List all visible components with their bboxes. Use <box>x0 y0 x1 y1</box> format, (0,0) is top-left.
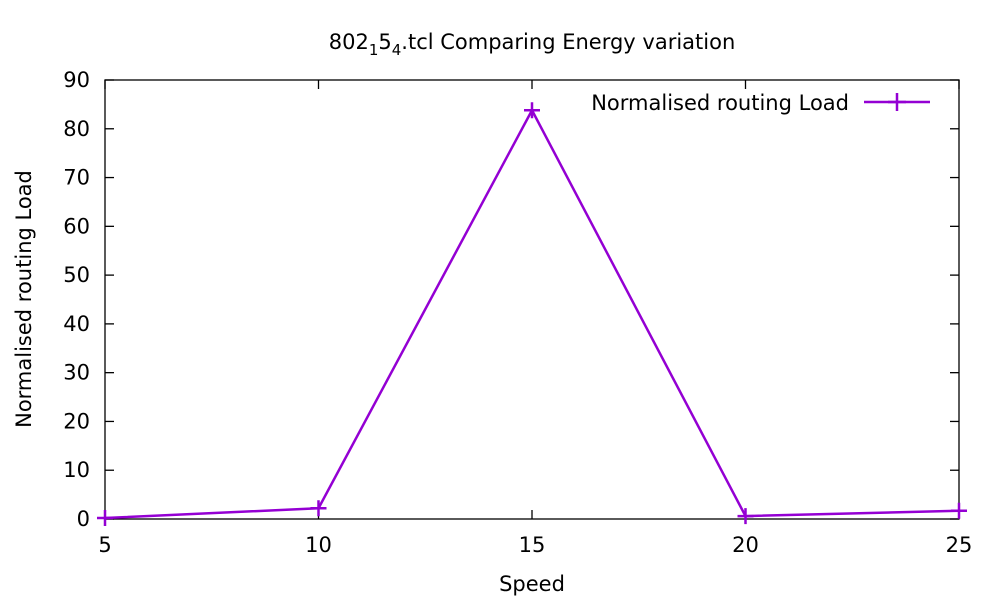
data-point-0-4 <box>951 502 967 519</box>
x-axis: 5 10 15 20 25 <box>98 80 972 557</box>
title-subscript-1: 1 <box>369 41 379 59</box>
y-tick-label-90: 90 <box>63 68 90 92</box>
x-tick-label-10: 10 <box>305 533 332 557</box>
y-tick-label-60: 60 <box>63 214 90 238</box>
data-point-0-2 <box>524 102 540 119</box>
x-axis-label: Speed <box>499 572 565 596</box>
y-tick-label-10: 10 <box>63 458 90 482</box>
y-tick-label-30: 30 <box>63 361 90 385</box>
plot-frame <box>104 79 960 520</box>
series-layer <box>97 102 967 527</box>
x-tick-label-20: 20 <box>732 533 759 557</box>
y-tick-label-70: 70 <box>63 166 90 190</box>
y-tick-label-50: 50 <box>63 263 90 287</box>
title-part-mid: 5 <box>378 30 391 54</box>
y-tick-label-0: 0 <box>77 507 90 531</box>
data-point-0-3 <box>737 508 754 525</box>
x-tick-label-15: 15 <box>519 533 546 557</box>
y-tick-label-20: 20 <box>63 409 90 433</box>
title-part-main: 802 <box>329 30 369 54</box>
y-axis-label: Normalised routing Load <box>12 170 36 428</box>
y-tick-label-80: 80 <box>63 117 90 141</box>
series-line-0 <box>104 108 960 520</box>
chart-title: 802154.tcl Comparing Energy variation <box>329 30 736 59</box>
title-subscript-2: 4 <box>392 41 402 59</box>
data-point-0-1 <box>310 500 327 517</box>
legend-marker <box>888 93 906 111</box>
title-part-rest: .tcl Comparing Energy variation <box>401 30 735 54</box>
data-point-0-0 <box>97 510 113 527</box>
y-axis: 0 10 20 30 40 50 60 70 80 90 <box>63 68 959 531</box>
x-tick-label-5: 5 <box>98 533 111 557</box>
x-tick-label-25: 25 <box>946 533 973 557</box>
y-tick-label-40: 40 <box>63 312 90 336</box>
legend-label: Normalised routing Load <box>591 91 849 115</box>
legend: Normalised routing Load <box>591 91 930 115</box>
